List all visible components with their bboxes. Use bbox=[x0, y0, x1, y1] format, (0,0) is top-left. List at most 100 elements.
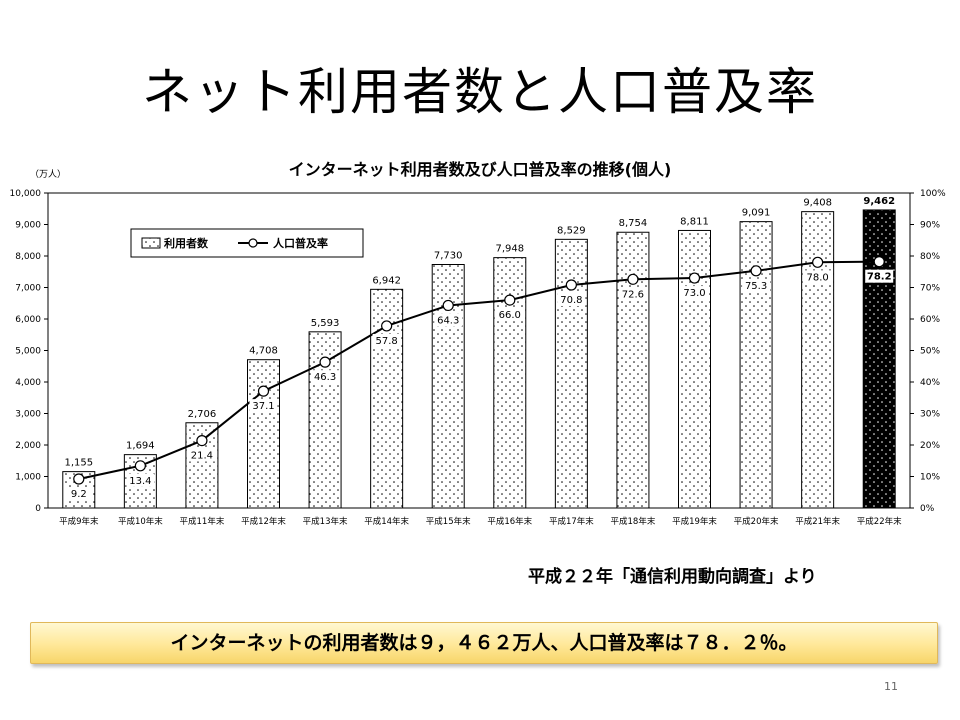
line-value-label: 70.8 bbox=[560, 295, 582, 306]
line-value-label: 13.4 bbox=[129, 476, 151, 487]
y2-tick-label: 100% bbox=[920, 189, 946, 199]
line-value-label-bg bbox=[557, 292, 586, 306]
y2-tick-label: 40% bbox=[920, 378, 940, 388]
legend-line-marker bbox=[248, 238, 258, 248]
legend-bar-swatch bbox=[141, 237, 161, 249]
line-point bbox=[196, 434, 208, 447]
y2-tick-label: 10% bbox=[920, 473, 940, 483]
axes: 0 1,000 2,000 3,000 4,000 5,000 6,000 7,000 8,00… bbox=[10, 189, 947, 527]
bar-value-label: 5,593 bbox=[311, 318, 340, 329]
line-point bbox=[73, 473, 85, 485]
bar-value-label: 6,942 bbox=[372, 275, 401, 286]
line-value-label-bg bbox=[311, 370, 340, 384]
line-point bbox=[504, 294, 516, 306]
bar bbox=[247, 359, 280, 509]
y2-tick-label: 20% bbox=[920, 441, 940, 451]
x-tick-label: 平成21年末 bbox=[795, 516, 840, 527]
x-tick-label: 平成11年末 bbox=[180, 516, 225, 527]
bar-value-label: 2,706 bbox=[188, 409, 217, 420]
y-tick-label: 0 bbox=[35, 504, 41, 514]
line-value-label-bg bbox=[372, 333, 401, 347]
line-point bbox=[381, 320, 393, 332]
chart-title: インターネット利用者数及び人口普及率の推移(個人) bbox=[289, 160, 672, 179]
bar-value-label: 9,091 bbox=[742, 208, 771, 219]
line-value-label-bg bbox=[126, 473, 155, 487]
line-value-label-bg bbox=[742, 278, 771, 292]
y2-tick-label: 90% bbox=[920, 221, 940, 231]
y-tick-label: 1,000 bbox=[15, 473, 41, 483]
x-tick-label: 平成10年末 bbox=[118, 516, 163, 527]
y-tick-label: 4,000 bbox=[15, 378, 41, 388]
bar-value-label: 8,529 bbox=[557, 225, 586, 236]
y-tick-label: 7,000 bbox=[15, 284, 41, 294]
y-tick-label: 3,000 bbox=[15, 410, 41, 420]
line-value-label-bg bbox=[803, 270, 832, 284]
y2-tick-label: 0% bbox=[920, 504, 935, 514]
x-tick-label: 平成17年末 bbox=[549, 516, 594, 527]
bar bbox=[739, 221, 773, 509]
bar-value-label: 9,408 bbox=[803, 198, 832, 209]
bar-value-label: 4,708 bbox=[249, 346, 278, 357]
y-tick-label: 6,000 bbox=[15, 315, 41, 325]
bar-value-label: 9,462 bbox=[863, 196, 895, 207]
line-value-label-bg bbox=[434, 313, 463, 327]
x-tick-label: 平成15年末 bbox=[426, 516, 471, 527]
bar-value-label: 1,155 bbox=[64, 458, 93, 469]
line-point bbox=[688, 272, 701, 284]
line-value-label: 9.2 bbox=[71, 489, 87, 500]
penetration-polyline bbox=[78, 260, 880, 480]
line-point bbox=[812, 256, 824, 268]
x-tick-label: 平成18年末 bbox=[611, 516, 656, 527]
line-value-label: 57.8 bbox=[376, 336, 398, 347]
line-point bbox=[873, 256, 885, 268]
line-point bbox=[627, 273, 639, 285]
x-tick-label: 平成19年末 bbox=[672, 516, 717, 527]
bar bbox=[616, 231, 650, 509]
bar bbox=[801, 211, 835, 509]
bar bbox=[678, 229, 711, 509]
line-value-label: 78.0 bbox=[807, 272, 829, 283]
line-value-label-bg bbox=[249, 399, 278, 413]
x-tick-label: 平成13年末 bbox=[303, 516, 348, 527]
y2-tick-label: 30% bbox=[920, 410, 940, 420]
line-value-label: 75.3 bbox=[745, 281, 767, 292]
line-value-label: 46.3 bbox=[314, 372, 336, 383]
summary-banner: インターネットの利用者数は９，４６２万人、人口普及率は７８．２％。 bbox=[30, 622, 938, 664]
line-value-label: 72.6 bbox=[622, 289, 644, 300]
line-value-label-bg bbox=[865, 269, 894, 283]
y-tick-label: 10,000 bbox=[10, 189, 42, 199]
line-point bbox=[442, 299, 454, 312]
line-value-label: 21.4 bbox=[191, 451, 213, 462]
bar-value-label: 7,730 bbox=[434, 251, 463, 262]
line-point bbox=[257, 385, 270, 397]
line-value-label-bg bbox=[64, 487, 93, 501]
y-tick-label: 5,000 bbox=[15, 347, 41, 357]
y-tick-label: 8,000 bbox=[15, 252, 41, 262]
line-value-label-bg bbox=[618, 287, 647, 301]
line-value-label-bg bbox=[495, 308, 524, 322]
line-value-label: 66.0 bbox=[499, 310, 521, 321]
line-value-label-bg bbox=[187, 448, 216, 462]
x-tick-label: 平成22年末 bbox=[857, 516, 902, 527]
line-value-label: 73.0 bbox=[683, 288, 705, 299]
bar bbox=[862, 209, 896, 509]
y2-tick-label: 80% bbox=[920, 252, 940, 262]
y-tick-label: 9,000 bbox=[15, 221, 41, 231]
line-point bbox=[319, 356, 331, 368]
y2-tick-label: 60% bbox=[920, 315, 940, 325]
y2-tick-label: 70% bbox=[920, 284, 940, 294]
y-axis-unit-label: （万人） bbox=[30, 169, 66, 180]
legend: 利用者数 人口普及率 bbox=[130, 228, 364, 258]
bar-value-label: 8,811 bbox=[680, 216, 709, 227]
line-point bbox=[565, 279, 577, 291]
line-point bbox=[750, 265, 762, 277]
line-value-label: 78.2 bbox=[867, 272, 892, 283]
slide-title: ネット利用者数と人口普及率 bbox=[142, 63, 818, 121]
x-tick-label: 平成20年末 bbox=[734, 516, 779, 527]
line-value-label: 64.3 bbox=[437, 315, 459, 326]
x-tick-label: 平成14年末 bbox=[364, 516, 409, 527]
x-tick-label: 平成12年末 bbox=[241, 516, 286, 527]
line-value-label: 37.1 bbox=[252, 401, 274, 412]
users-and-penetration-chart: インターネット利用者数及び人口普及率の推移(個人) （万人） 0 1,000 2,0… bbox=[10, 160, 947, 527]
penetration-line bbox=[73, 256, 885, 485]
